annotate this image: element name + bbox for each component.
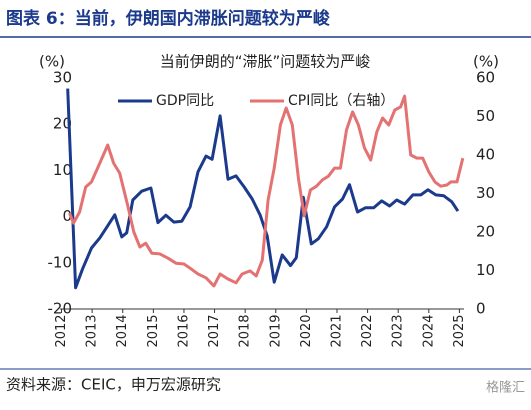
y-unit: (%) [39, 53, 65, 71]
y-tick-label: -20 [48, 300, 73, 318]
y-tick-label: 20 [53, 115, 72, 133]
x-tick-label: 2016 [176, 314, 191, 347]
legend-label: CPI同比（右轴） [288, 93, 394, 109]
y2-unit: (%) [473, 53, 499, 71]
y2-tick-label: 50 [476, 107, 495, 125]
y-tick-label: 30 [53, 69, 72, 87]
y2-tick-label: 40 [476, 146, 495, 164]
chart-title: 当前伊朗的“滞胀”问题较为严峻 [160, 53, 371, 71]
y-tick-label: -10 [48, 253, 73, 271]
y-tick-label: 10 [53, 161, 72, 179]
x-tick-label: 2019 [268, 314, 283, 347]
x-tick-label: 2015 [146, 314, 161, 347]
y2-tick-label: 20 [476, 223, 495, 241]
x-tick-label: 2025 [452, 314, 467, 347]
x-tick-label: 2018 [238, 314, 253, 347]
watermark: 格隆汇 [486, 380, 525, 396]
x-tick-label: 2013 [85, 314, 100, 347]
header: 图表 6：当前，伊朗国内滞胀问题较为严峻 [6, 8, 331, 29]
x-tick-label: 2022 [360, 314, 375, 347]
x-tick-label: 2017 [207, 314, 222, 347]
y2-tick-label: 10 [476, 261, 495, 279]
x-tick-label: 2012 [54, 314, 69, 347]
y-tick-label: 0 [62, 207, 72, 225]
y2-tick-label: 0 [476, 300, 486, 318]
series-line [68, 94, 465, 288]
y2-tick-label: 60 [476, 69, 495, 87]
x-tick-label: 2024 [421, 314, 436, 347]
x-tick-label: 2020 [299, 314, 314, 347]
legend-label: GDP同比 [156, 93, 214, 109]
source: 资料来源：CEIC，申万宏源研究 [6, 376, 221, 394]
x-tick-label: 2023 [391, 314, 406, 347]
y2-tick-label: 30 [476, 184, 495, 202]
x-tick-label: 2014 [115, 314, 130, 347]
x-tick-label: 2021 [329, 314, 344, 347]
